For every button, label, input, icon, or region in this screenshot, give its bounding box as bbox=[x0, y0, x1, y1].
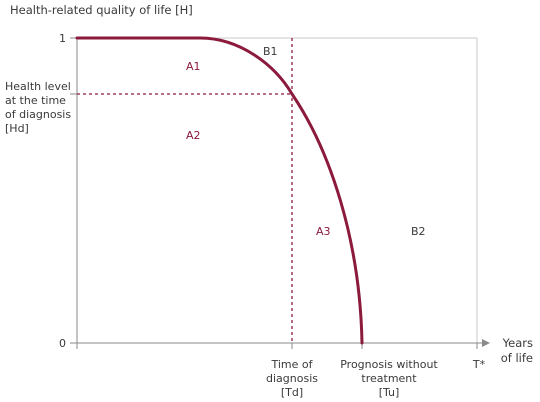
td-label-line-1: Time of bbox=[270, 358, 313, 371]
y-tick-label-bottom: 0 bbox=[59, 337, 66, 350]
x-axis-title-line-1: Years bbox=[502, 336, 533, 350]
hd-label-line-1: Health level bbox=[5, 80, 71, 93]
t-star-label: T* bbox=[472, 358, 486, 371]
x-axis-arrow-icon bbox=[482, 339, 490, 347]
region-label-a2: A2 bbox=[186, 129, 201, 142]
hd-label-line-3: of diagnosis bbox=[5, 108, 71, 121]
health-curve bbox=[75, 36, 364, 345]
region-label-b1: B1 bbox=[263, 45, 278, 58]
y-tick-label-top: 1 bbox=[59, 32, 66, 45]
tu-label-line-2: treatment bbox=[361, 372, 417, 385]
hd-label-line-2: at the time bbox=[5, 94, 66, 107]
tu-label-line-1: Prognosis without bbox=[340, 358, 438, 371]
td-label-line-3: [Td] bbox=[281, 386, 303, 399]
hd-label-line-4: [Hd] bbox=[5, 122, 29, 135]
td-label-line-2: diagnosis bbox=[266, 372, 318, 385]
region-label-a3: A3 bbox=[316, 225, 331, 238]
x-axis-title-line-2: of life bbox=[501, 351, 533, 365]
region-label-a1: A1 bbox=[186, 60, 201, 73]
y-axis-title: Health-related quality of life [H] bbox=[10, 3, 193, 17]
region-label-b2: B2 bbox=[411, 225, 426, 238]
tu-label-line-3: [Tu] bbox=[379, 386, 400, 399]
